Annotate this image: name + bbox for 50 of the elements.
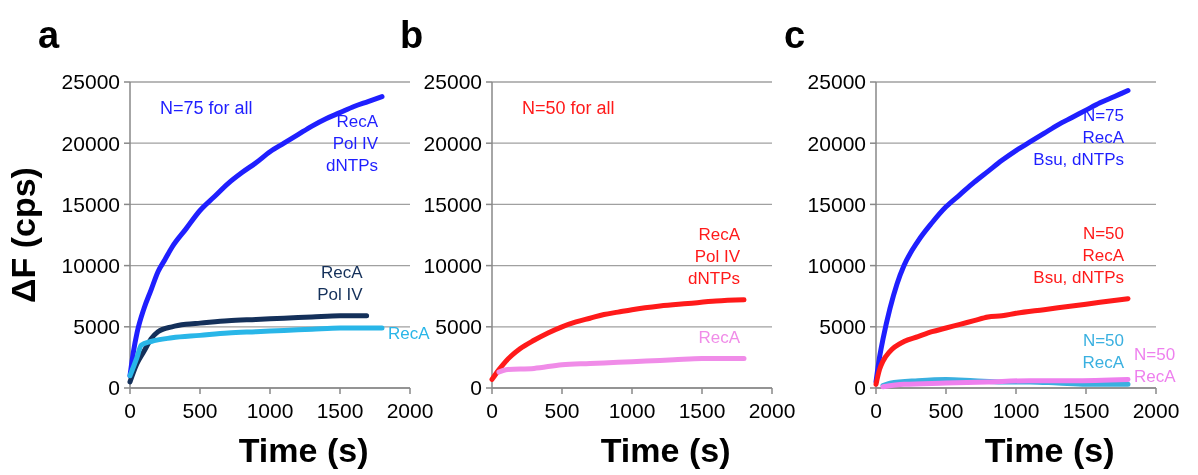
x-tick-label: 0 [486,399,498,422]
series-label: RecA [698,327,741,347]
series-label: RecA Pol IV dNTPs [688,224,741,288]
chart-title: c [784,14,806,56]
x-tick-label: 1000 [992,399,1040,422]
x-axis-title: Time (s) [238,431,369,469]
chart-title: b [400,14,424,56]
series-label: RecA [388,324,431,344]
annotation: N=50 for all [522,98,615,118]
x-tick-label: 1000 [608,399,656,422]
x-axis-title: Time (s) [984,431,1115,469]
y-tick-label: 20000 [423,131,482,155]
x-tick-label: 1000 [246,399,294,422]
x-tick-label: 500 [182,399,218,422]
series-label: N=50 RecA [1134,345,1177,386]
y-axis-title: ΔF (cps) [4,167,42,303]
y-tick-label: 20000 [807,131,866,155]
x-tick-label: 500 [544,399,580,422]
y-tick-label: 15000 [61,192,120,216]
x-tick-label: 0 [124,399,136,422]
y-tick-label: 15000 [807,192,866,216]
x-tick-label: 1500 [316,399,364,422]
y-tick-label: 5000 [435,315,482,339]
y-tick-label: 0 [470,376,482,400]
annotation: N=75 for all [160,98,253,118]
x-tick-label: 0 [870,399,882,422]
series-label: RecA Pol IV [317,262,364,304]
series-label: N=50 RecA [1082,331,1125,373]
x-tick-label: 500 [928,399,964,422]
y-tick-label: 0 [108,376,120,400]
y-tick-label: 15000 [423,192,482,216]
x-tick-label: 2000 [748,399,796,422]
x-tick-label: 1500 [678,399,726,422]
chart-title: a [38,14,60,56]
y-tick-label: 25000 [423,70,482,94]
x-tick-label: 2000 [1132,399,1180,422]
y-tick-label: 10000 [61,253,120,277]
y-tick-label: 5000 [73,315,120,339]
y-tick-label: 25000 [61,70,120,94]
y-tick-label: 5000 [819,315,866,339]
y-tick-label: 10000 [807,253,866,277]
y-tick-label: 10000 [423,253,482,277]
x-axis-title: Time (s) [600,431,731,469]
series-label: N=50 RecA Bsu, dNTPs [1033,223,1125,287]
x-tick-label: 1500 [1062,399,1110,422]
series-label: RecA Pol IV dNTPs [326,111,379,175]
y-tick-label: 20000 [61,131,120,155]
y-tick-label: 0 [854,376,866,400]
y-tick-label: 25000 [807,70,866,94]
x-tick-label: 2000 [386,399,434,422]
